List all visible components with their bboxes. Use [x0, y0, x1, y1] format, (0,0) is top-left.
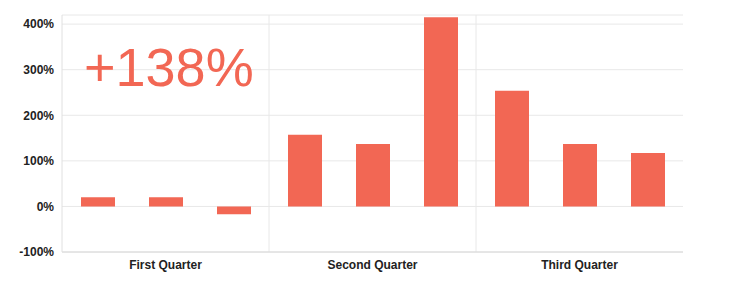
html-text:+138%: +138% [84, 37, 254, 97]
svg-text:100%: 100% [23, 154, 54, 168]
svg-text:300%: 300% [23, 63, 54, 77]
svg-text:200%: 200% [23, 109, 54, 123]
svg-text:-100%: -100% [19, 245, 54, 259]
svg-text:Second Quarter: Second Quarter [327, 258, 417, 272]
svg-text:400%: 400% [23, 17, 54, 31]
svg-text:Third Quarter: Third Quarter [541, 258, 618, 272]
svg-text:First Quarter: First Quarter [129, 258, 202, 272]
svg-text:0%: 0% [37, 200, 55, 214]
